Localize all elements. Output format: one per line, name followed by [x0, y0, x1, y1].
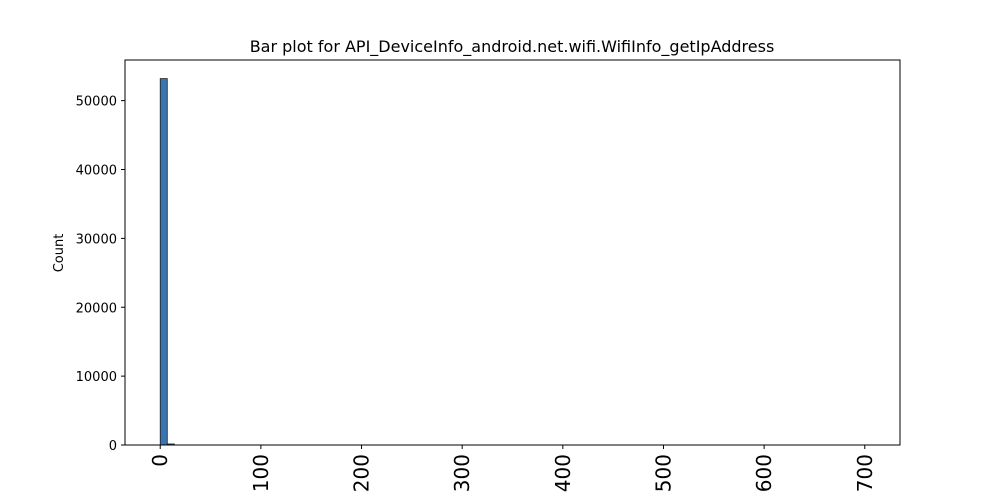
plot-frame [124, 59, 901, 446]
y-tick-label: 20000 [76, 301, 117, 316]
bar-0 [159, 78, 168, 446]
y-tick-label: 50000 [76, 95, 117, 110]
x-axis: 0 100 200 300 400 500 600 700 [148, 445, 877, 492]
x-tick-label: 700 [853, 454, 877, 492]
x-tick-label: 500 [651, 454, 675, 492]
x-tick-label: 200 [350, 454, 374, 492]
x-tick-label: 600 [752, 454, 776, 492]
chart-title: Bar plot for API_DeviceInfo_android.net.… [250, 37, 775, 57]
y-tick-label: 0 [109, 439, 117, 454]
y-axis-label: Count [52, 234, 67, 273]
x-tick-label: 0 [148, 454, 172, 467]
y-tick-label: 10000 [76, 370, 117, 385]
y-tick-label: 30000 [76, 232, 117, 247]
bars-group [159, 78, 175, 446]
x-tick-label: 300 [450, 454, 474, 492]
y-tick-label: 40000 [76, 164, 117, 179]
x-tick-label: 100 [249, 454, 273, 492]
y-axis: 0 10000 20000 30000 40000 50000 [76, 95, 125, 454]
x-tick-label: 400 [551, 454, 575, 492]
